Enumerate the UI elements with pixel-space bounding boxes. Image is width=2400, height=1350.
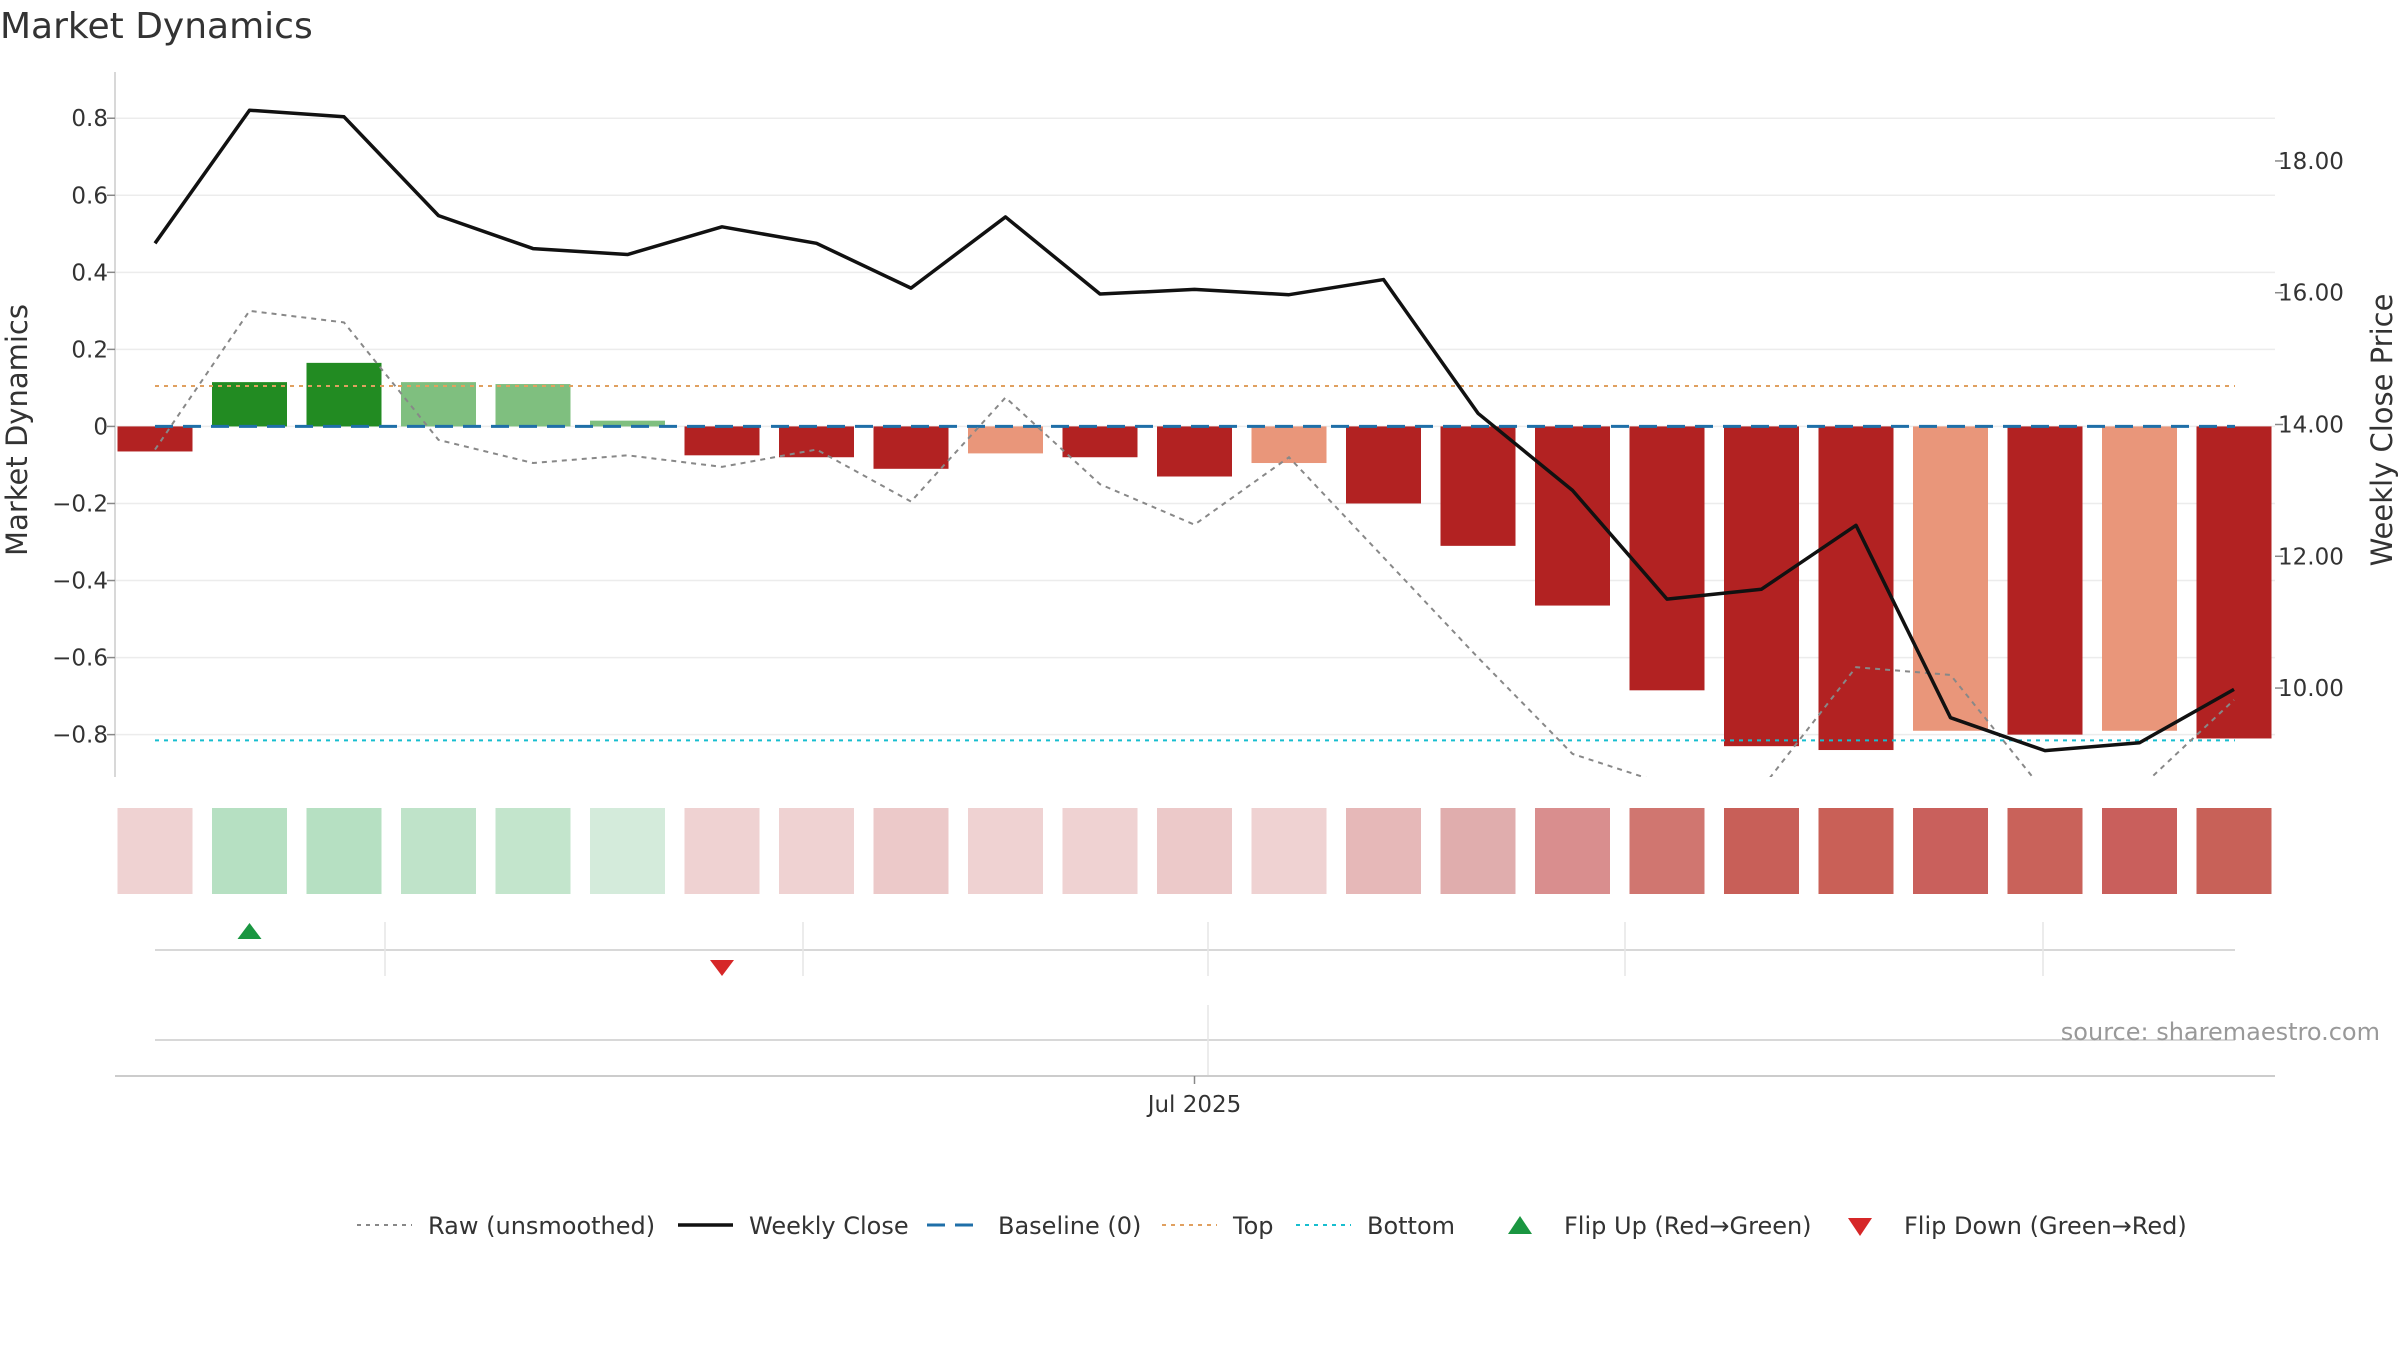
raw-unsmoothed-line (154, 309, 2235, 777)
legend-label: Raw (unsmoothed) (428, 1212, 655, 1240)
dynamics-bar (401, 382, 476, 427)
dynamics-bar (2007, 426, 2083, 735)
heat-cell (684, 808, 760, 894)
heat-cell (1440, 808, 1516, 894)
heat-cell (1724, 808, 1799, 894)
dynamics-bar (212, 382, 287, 427)
heat-cell (779, 808, 854, 894)
dynamics-bar (779, 426, 854, 458)
left-tick-label: −0.6 (52, 646, 108, 672)
heat-cell (2007, 808, 2083, 894)
x-axis: Jul 2025 (115, 1005, 2275, 1118)
heat-cell (1062, 808, 1138, 894)
reference-lines (155, 384, 2235, 742)
weekly-close-line (153, 108, 2235, 753)
heat-cell (1629, 808, 1705, 894)
dynamics-bar (1913, 426, 1988, 731)
legend-label: Weekly Close (749, 1212, 909, 1240)
left-tick-label: 0.8 (71, 106, 108, 132)
heat-cell (2196, 808, 2272, 894)
heat-cell (117, 808, 193, 894)
source-label: source: sharemaestro.com (2061, 1018, 2380, 1046)
legend-label: Flip Down (Green→Red) (1904, 1212, 2187, 1240)
heat-cell (1157, 808, 1232, 894)
right-tick-label: 10.00 (2278, 676, 2344, 702)
left-axis-ticks: 0.8 0.6 0.4 0.2 0 −0.2 −0.4 −0.6 −0.8 (52, 106, 115, 749)
dynamics-bar (2196, 426, 2272, 739)
left-tick-label: −0.2 (52, 491, 108, 517)
heat-cell (495, 808, 571, 894)
dynamics-bar (968, 426, 1043, 454)
heat-cell (1251, 808, 1327, 894)
heat-cell (873, 808, 949, 894)
heat-cell (306, 808, 382, 894)
dynamics-bar (684, 426, 760, 456)
legend: Raw (unsmoothed) Weekly Close Baseline (0)… (357, 1212, 2187, 1240)
left-tick-label: 0.2 (71, 337, 108, 363)
legend-label: Baseline (0) (998, 1212, 1141, 1240)
heat-cell (1913, 808, 1988, 894)
heat-cell (2102, 808, 2177, 894)
right-tick-label: 12.00 (2278, 544, 2344, 570)
right-tick-label: 18.00 (2278, 149, 2344, 175)
dynamics-bar (2102, 426, 2177, 731)
left-tick-label: −0.4 (52, 569, 108, 595)
legend-label: Flip Up (Red→Green) (1564, 1212, 1812, 1240)
legend-label: Top (1232, 1212, 1274, 1240)
dynamics-bar (117, 426, 193, 452)
legend-flip-up-icon (1508, 1216, 1532, 1234)
left-tick-label: −0.8 (52, 723, 108, 749)
right-tick-label: 16.00 (2278, 281, 2344, 307)
left-axis-label: Market Dynamics (0, 304, 34, 556)
dynamics-bar (1346, 426, 1421, 504)
bar-series (117, 362, 2272, 751)
dynamics-bar (1062, 426, 1138, 458)
dynamics-bar (1535, 426, 1610, 606)
dynamics-bar (1440, 426, 1516, 546)
heat-cell (401, 808, 476, 894)
heat-cell (1346, 808, 1421, 894)
line-series (153, 108, 2235, 777)
dynamics-bar (1629, 426, 1705, 691)
flip-up-marker (237, 923, 262, 939)
right-tick-label: 14.00 (2278, 413, 2344, 439)
left-tick-label: 0 (93, 414, 108, 440)
dynamics-bar (1818, 426, 1894, 751)
dynamics-bar (306, 362, 382, 427)
dynamics-bar (873, 426, 949, 469)
heat-cell (1818, 808, 1894, 894)
x-tick-label: Jul 2025 (1146, 1092, 1242, 1118)
right-axis-label: Weekly Close Price (2365, 294, 2399, 567)
dynamics-bar (1724, 426, 1799, 747)
chart-title: Market Dynamics (0, 6, 313, 47)
heat-cell (590, 808, 665, 894)
legend-flip-down-icon (1848, 1218, 1872, 1236)
dynamics-bar (1157, 426, 1232, 477)
heat-strip (117, 808, 2272, 894)
heat-cell (212, 808, 287, 894)
heat-cell (1535, 808, 1610, 894)
legend-label: Bottom (1367, 1212, 1455, 1240)
left-tick-label: 0.6 (71, 183, 108, 209)
dynamics-bar (590, 420, 665, 427)
flip-markers-panel (155, 922, 2235, 976)
flip-down-marker (710, 960, 734, 976)
heat-cell (968, 808, 1043, 894)
dynamics-bar (495, 384, 571, 427)
right-axis-ticks: 18.00 16.00 14.00 12.00 10.00 (2275, 149, 2344, 702)
left-tick-label: 0.4 (71, 260, 108, 286)
